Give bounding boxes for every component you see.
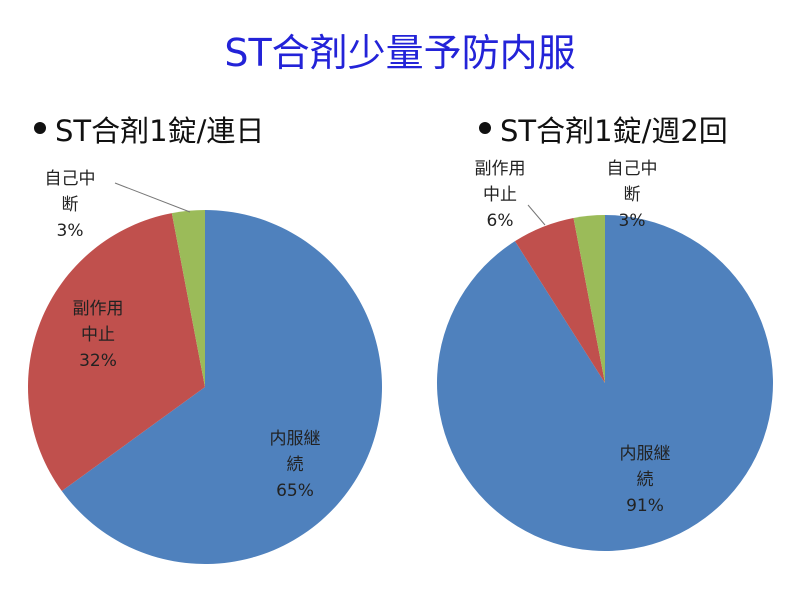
data-label: 内服継続 91% (617, 441, 673, 519)
value-label: 32% (79, 351, 117, 371)
data-label: 自己中断 3% (42, 166, 98, 244)
slide-title: ST合剤少量予防内服 (224, 31, 576, 75)
pie-slice (437, 215, 774, 551)
pie-slice (61, 210, 383, 564)
value-label: 6% (486, 211, 514, 231)
data-label: 自己中断 3% (604, 156, 660, 234)
pie-slice (171, 210, 205, 387)
category-label: 自己中断 (44, 169, 96, 215)
category-label: 副作用中止 (474, 159, 526, 205)
pie-slice (573, 215, 605, 383)
value-label: 3% (56, 221, 84, 241)
pie-slice (27, 213, 206, 492)
data-label: 内服継続 65% (267, 426, 323, 504)
category-label: 副作用中止 (72, 299, 124, 345)
category-label: 自己中断 (606, 159, 658, 205)
bullet (34, 122, 46, 134)
bullet (479, 122, 491, 134)
category-label: 内服継続 (619, 444, 671, 490)
leader-line (527, 204, 546, 226)
category-label: 内服継続 (269, 429, 321, 475)
value-label: 91% (626, 496, 664, 516)
chart-title: ST合剤1錠/連日 (55, 114, 265, 148)
data-label: 副作用中止 32% (70, 296, 126, 374)
value-label: 65% (276, 481, 314, 501)
data-label: 副作用中止 6% (472, 156, 528, 234)
leader-line (114, 182, 191, 213)
chart-title: ST合剤1錠/週2回 (500, 114, 728, 148)
value-label: 3% (618, 211, 646, 231)
pie-slice (514, 217, 605, 383)
